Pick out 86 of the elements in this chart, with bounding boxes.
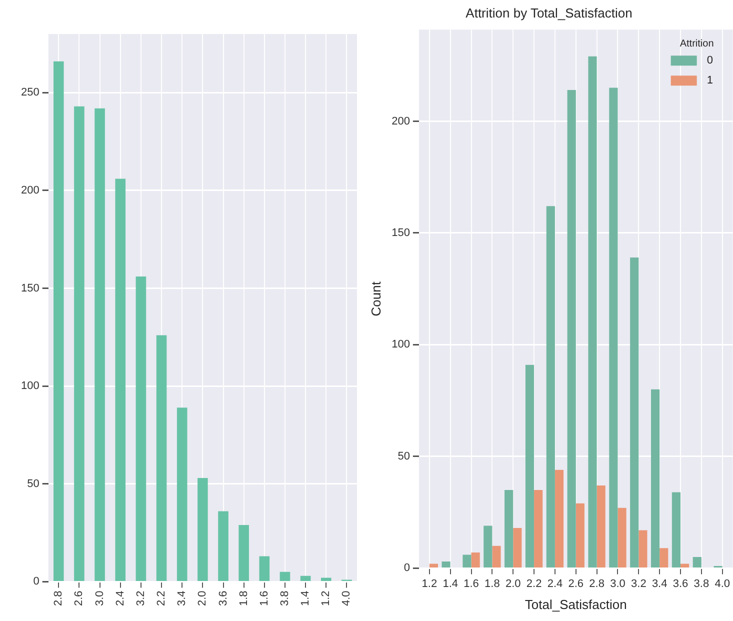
bar: [259, 556, 270, 581]
bar: [462, 554, 472, 568]
y-tick-label: 150: [20, 282, 40, 294]
bar: [576, 503, 584, 568]
x-tick-label: 3.6: [217, 590, 230, 606]
bar: [630, 258, 639, 568]
y-tick-label: 50: [398, 450, 410, 462]
legend-label: 1: [706, 74, 713, 87]
bar: [504, 490, 514, 568]
bar: [442, 561, 450, 568]
x-tick-label: 4.0: [340, 590, 353, 606]
bar: [534, 490, 543, 568]
x-tick-label: 2.0: [196, 590, 209, 606]
bar: [638, 530, 648, 568]
x-tick-label: 3.0: [610, 578, 626, 590]
bar: [618, 508, 626, 568]
bar: [471, 552, 480, 568]
bar: [176, 408, 188, 581]
y-axis-title: Count: [368, 281, 384, 316]
x-tick-label: 1.6: [258, 590, 270, 606]
bar: [680, 564, 690, 568]
y-tick-label: 200: [392, 115, 410, 128]
bar: [280, 572, 290, 581]
y-tick-label: 200: [20, 184, 40, 197]
bar: [554, 470, 564, 568]
bar: [115, 178, 126, 581]
bar: [218, 511, 228, 581]
bar: [429, 564, 438, 568]
bar: [238, 524, 249, 581]
x-tick-label: 1.4: [442, 578, 458, 590]
x-tick-label: 1.4: [300, 590, 312, 606]
bar: [74, 106, 84, 581]
bar: [300, 576, 311, 581]
bar: [492, 546, 501, 568]
bar: [156, 335, 167, 581]
bar: [136, 276, 146, 581]
bar: [525, 364, 534, 568]
x-tick-label: 2.6: [568, 578, 584, 590]
x-tick-label: 3.4: [176, 590, 188, 606]
x-tick-label: 1.6: [464, 578, 479, 590]
x-tick-label: 3.8: [694, 578, 710, 590]
bar: [484, 526, 492, 568]
x-tick-label: 3.6: [672, 578, 688, 590]
bar: [567, 90, 576, 568]
bar: [596, 486, 606, 568]
x-tick-label: 2.4: [547, 578, 563, 590]
y-tick-label: 150: [392, 227, 410, 240]
y-tick-label: 0: [404, 562, 410, 574]
bar: [94, 108, 105, 581]
y-tick-label: 100: [392, 338, 410, 351]
bar: [660, 548, 668, 568]
bar: [692, 557, 702, 568]
bar: [53, 61, 64, 581]
x-tick-label: 2.0: [505, 578, 521, 590]
bar: [546, 206, 555, 568]
bar: [320, 578, 332, 581]
bar: [651, 389, 660, 568]
legend-title: Attrition: [680, 38, 714, 50]
bar: [198, 478, 208, 581]
bar: [609, 88, 618, 568]
x-tick-label: 1.2: [422, 578, 438, 590]
bar: [588, 56, 597, 568]
x-tick-label: 1.8: [238, 590, 250, 606]
x-axis-title: Total_Satisfaction: [524, 596, 627, 612]
y-tick-label: 0: [33, 576, 40, 588]
x-tick-label: 2.8: [52, 590, 65, 606]
x-tick-label: 3.8: [279, 590, 292, 606]
x-tick-label: 3.2: [631, 578, 646, 590]
x-tick-label: 2.2: [526, 578, 542, 590]
x-tick-label: 3.2: [134, 590, 147, 606]
chart-title: Attrition by Total_Satisfaction: [466, 5, 632, 20]
x-tick-label: 2.4: [114, 590, 126, 606]
x-tick-label: 1.8: [484, 578, 500, 590]
legend-label: 0: [706, 54, 713, 67]
x-tick-label: 3.4: [652, 578, 668, 590]
x-tick-label: 2.6: [73, 590, 86, 606]
x-tick-label: 1.2: [320, 590, 332, 606]
bar: [513, 528, 522, 568]
y-tick-label: 100: [20, 380, 40, 392]
bar: [672, 492, 681, 568]
x-tick-label: 3.0: [94, 590, 106, 606]
y-tick-label: 250: [20, 86, 40, 99]
x-tick-label: 4.0: [714, 578, 730, 590]
x-tick-label: 2.8: [589, 578, 604, 590]
y-tick-label: 50: [27, 478, 40, 490]
x-tick-label: 2.2: [156, 590, 168, 606]
